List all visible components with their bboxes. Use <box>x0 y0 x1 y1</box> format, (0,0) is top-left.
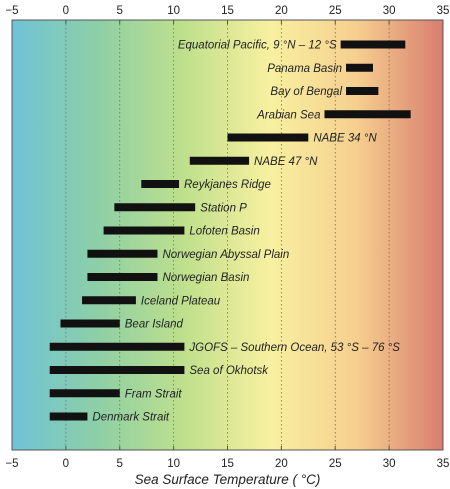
x-tick-label-top: 25 <box>329 5 342 17</box>
range-label: Bear Island <box>125 319 184 331</box>
range-bar <box>114 203 196 212</box>
range-label: Equatorial Pacific, 9 °N – 12 °S <box>178 40 337 52</box>
x-tick-label-top: 5 <box>117 5 123 17</box>
x-tick-label-bottom: 35 <box>437 458 450 470</box>
x-tick-label-bottom: 25 <box>329 458 342 470</box>
range-label: Panama Basin <box>267 63 342 75</box>
x-tick-label-bottom: 0 <box>63 458 69 470</box>
x-tick-label-top: −5 <box>5 5 18 17</box>
range-bar <box>49 342 185 351</box>
x-tick-label-bottom: 10 <box>167 458 180 470</box>
range-label: Sea of Okhotsk <box>189 365 269 377</box>
x-tick-label-top: 10 <box>167 5 180 17</box>
x-axis-title: Sea Surface Temperature ( °C) <box>135 472 321 487</box>
x-tick-label-bottom: 20 <box>275 458 288 470</box>
range-label: JGOFS – Southern Ocean, 53 °S – 76 °S <box>188 342 400 354</box>
range-label: Denmark Strait <box>92 412 169 424</box>
x-tick-label-top: 35 <box>437 5 450 17</box>
range-bar <box>324 110 411 119</box>
range-label: Station P <box>200 202 247 214</box>
range-label: Reykjanes Ridge <box>184 179 271 191</box>
range-bar <box>346 87 379 95</box>
range-bar <box>346 63 373 72</box>
range-label: Bay of Bengal <box>270 86 342 98</box>
range-label: Norwegian Abyssal Plain <box>162 249 289 261</box>
x-tick-label-top: 0 <box>63 5 69 17</box>
x-tick-label-top: 20 <box>275 5 288 17</box>
range-label: Norwegian Basin <box>162 272 249 284</box>
range-bars: Equatorial Pacific, 9 °N – 12 °S Panama B… <box>49 40 411 424</box>
range-bar <box>227 133 309 142</box>
range-label: Iceland Plateau <box>141 295 221 307</box>
x-tick-label-bottom: −5 <box>5 458 18 470</box>
range-label: Fram Strait <box>125 388 183 400</box>
x-tick-label-top: 30 <box>383 5 396 17</box>
axis-ticks: −5 −5 0 0 5 5 10 10 15 15 20 20 25 25 30 30 35 35 <box>5 5 449 470</box>
range-bar <box>87 273 158 281</box>
range-label: Arabian Sea <box>256 109 320 121</box>
range-label: NABE 34 °N <box>313 133 377 145</box>
range-bar <box>340 40 406 49</box>
range-bar <box>49 412 88 421</box>
x-tick-label-bottom: 5 <box>117 458 123 470</box>
range-label: Lofoten Basin <box>189 226 259 238</box>
x-tick-label-bottom: 30 <box>383 458 396 470</box>
x-tick-label-top: 15 <box>221 5 234 17</box>
range-bar <box>189 156 250 165</box>
range-bar <box>49 366 185 374</box>
range-bar <box>87 249 158 258</box>
range-label: NABE 47 °N <box>254 156 318 168</box>
range-bar <box>141 180 180 188</box>
range-bar <box>103 226 185 235</box>
range-bar <box>60 319 120 328</box>
x-tick-label-bottom: 15 <box>221 458 234 470</box>
range-bar <box>82 296 136 305</box>
range-bar <box>49 389 120 398</box>
